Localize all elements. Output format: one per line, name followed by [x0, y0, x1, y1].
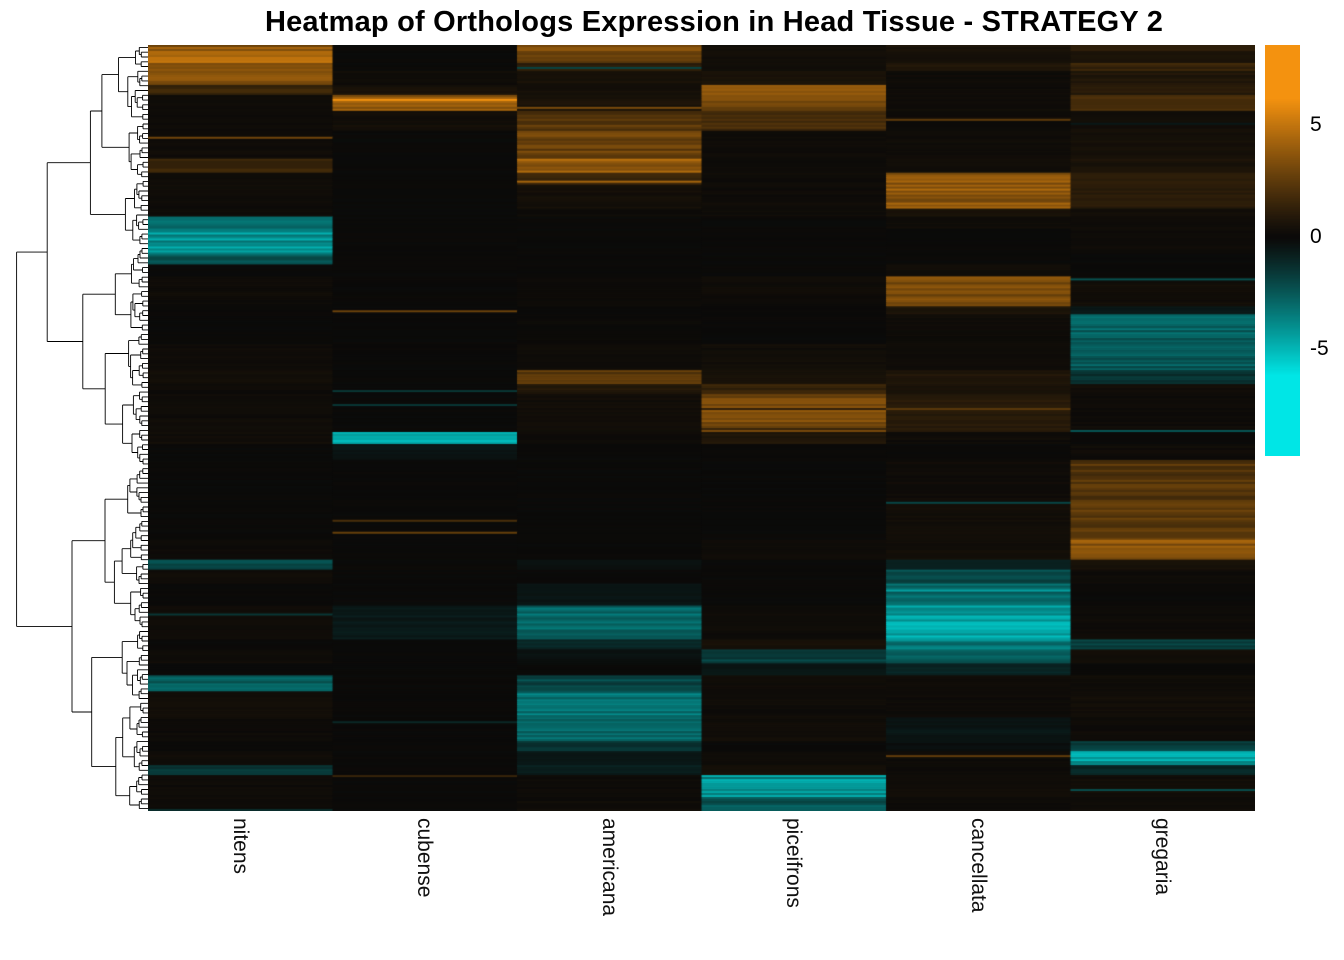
- column-label-gregaria: gregaria: [1151, 818, 1174, 896]
- heatmap-canvas: [148, 45, 1255, 811]
- colorbar-tick-neg5: -5: [1310, 336, 1329, 360]
- chart-title: Heatmap of Orthologs Expression in Head …: [264, 6, 1164, 38]
- colorbar-tick-5: 5: [1310, 113, 1322, 137]
- column-label-cancellata: cancellata: [967, 818, 990, 913]
- column-label-americana: americana: [598, 818, 621, 917]
- column-label-cubense: cubense: [413, 818, 436, 898]
- column-label-nitens: nitens: [229, 818, 252, 875]
- row-dendrogram: [16, 46, 148, 810]
- column-label-piceifrons: piceifrons: [782, 818, 805, 908]
- colorbar: [1265, 45, 1300, 456]
- colorbar-tick-0: 0: [1310, 225, 1322, 249]
